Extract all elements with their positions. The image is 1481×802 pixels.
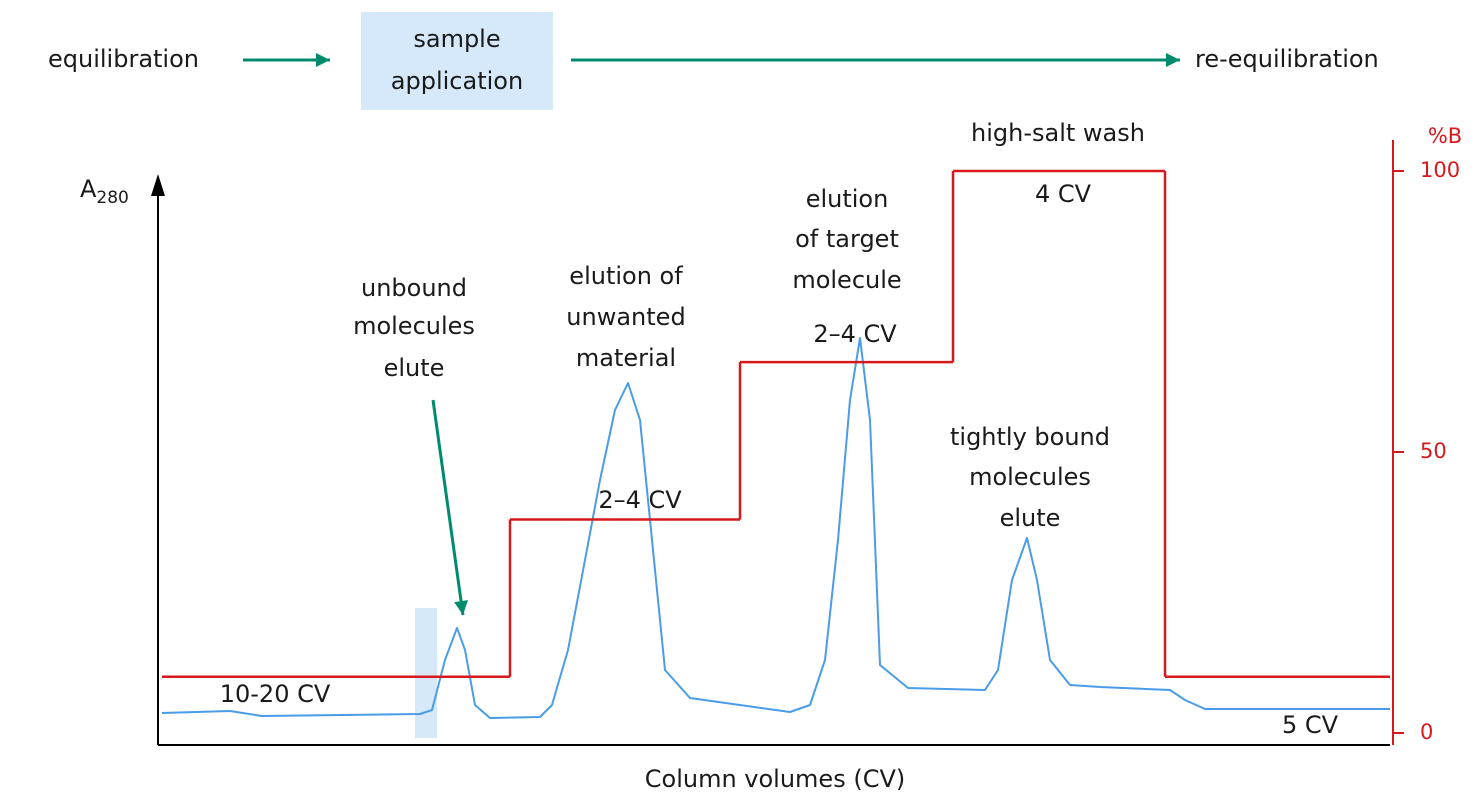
y2-tick-label: 0 bbox=[1420, 720, 1433, 744]
step-label: application bbox=[391, 67, 523, 95]
annotation: unwanted bbox=[566, 303, 685, 331]
cv-label: 4 CV bbox=[1035, 180, 1092, 208]
annotation: of target bbox=[795, 225, 899, 253]
step-label: re-equilibration bbox=[1195, 45, 1379, 73]
step-label: sample bbox=[413, 25, 500, 53]
x-label: Column volumes (CV) bbox=[645, 765, 905, 793]
annotation: unbound bbox=[361, 274, 467, 302]
y2-tick-label: 100 bbox=[1420, 158, 1460, 182]
annotation: molecules bbox=[353, 312, 475, 340]
y2-tick-label: 50 bbox=[1420, 439, 1447, 463]
cv-label: 10-20 CV bbox=[220, 680, 331, 708]
annotation: tightly bound bbox=[950, 423, 1110, 451]
annotation: elution bbox=[806, 185, 889, 213]
cv-label: 5 CV bbox=[1282, 711, 1339, 739]
y-label: A280 bbox=[80, 175, 129, 208]
annotation: elute bbox=[1000, 504, 1061, 532]
step-label: equilibration bbox=[48, 45, 199, 73]
annotation: molecule bbox=[792, 266, 901, 294]
annotation: elute bbox=[384, 354, 445, 382]
sample-band bbox=[415, 608, 437, 738]
annotation: molecules bbox=[969, 463, 1091, 491]
annotation: elution of bbox=[569, 262, 683, 290]
annotation: high-salt wash bbox=[971, 119, 1145, 147]
annotation: material bbox=[576, 344, 676, 372]
y2-label: %B bbox=[1428, 124, 1462, 148]
arrow bbox=[431, 399, 468, 616]
axis-arrow bbox=[151, 174, 165, 196]
cv-label: 2–4 CV bbox=[598, 486, 682, 514]
cv-label: 2–4 CV bbox=[813, 320, 897, 348]
a280-trace bbox=[161, 337, 1390, 719]
sample-box bbox=[361, 12, 553, 110]
